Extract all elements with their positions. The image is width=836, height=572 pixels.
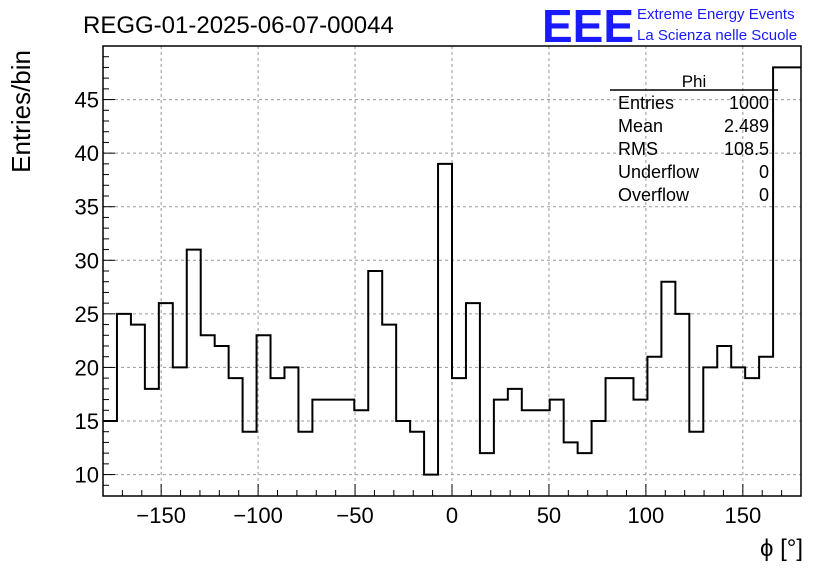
histogram-bin xyxy=(578,453,592,496)
histogram-bin xyxy=(606,378,620,496)
histogram-bin xyxy=(564,442,578,496)
x-tick-label: −150 xyxy=(136,503,186,528)
stats-label: RMS xyxy=(618,139,658,159)
histogram-bin xyxy=(550,400,564,496)
histogram-bin xyxy=(675,314,689,496)
histogram-bin xyxy=(145,389,159,496)
x-axis-label: ϕ [°] xyxy=(760,535,803,562)
histogram-bin xyxy=(215,346,229,496)
stats-value: 2.489 xyxy=(724,116,769,136)
stats-value: 108.5 xyxy=(724,139,769,159)
histogram-bin xyxy=(717,346,731,496)
histogram-bin xyxy=(689,432,703,496)
stats-label: Overflow xyxy=(618,185,690,205)
histogram-bin xyxy=(438,164,452,496)
histogram-bin xyxy=(466,303,480,496)
histogram-bin xyxy=(787,67,801,496)
histogram-bin xyxy=(452,378,466,496)
histogram-bin xyxy=(284,367,298,496)
y-axis-label: Entries/bin xyxy=(6,50,36,173)
histogram-bin xyxy=(620,378,634,496)
histogram-bin xyxy=(243,432,257,496)
y-tick-label: 30 xyxy=(75,248,99,273)
histogram-bin xyxy=(592,421,606,496)
histogram-bin xyxy=(271,378,285,496)
histogram-bin xyxy=(382,325,396,496)
stats-value: 0 xyxy=(759,162,769,182)
histogram-bin xyxy=(103,421,117,496)
stats-label: Underflow xyxy=(618,162,700,182)
stats-box: Phi Entries 1000 Mean 2.489 RMS 108.5 Underflo… xyxy=(610,72,778,205)
histogram-bin xyxy=(494,400,508,496)
y-tick-label: 10 xyxy=(75,463,99,488)
histogram-bin xyxy=(731,367,745,496)
y-tick-label: 20 xyxy=(75,355,99,380)
x-tick-label: −50 xyxy=(336,503,373,528)
x-tick-label: 150 xyxy=(724,503,761,528)
histogram-bin xyxy=(201,335,215,496)
chart-title: REGG-01-2025-06-07-00044 xyxy=(83,12,394,39)
y-tick-label: 45 xyxy=(75,88,99,113)
histogram-bin xyxy=(745,378,759,496)
x-tick-label: 100 xyxy=(628,503,665,528)
y-tick-label: 15 xyxy=(75,409,99,434)
x-tick-label: 50 xyxy=(537,503,561,528)
histogram-bin xyxy=(661,282,675,496)
y-tick-label: 35 xyxy=(75,195,99,220)
histogram-bin xyxy=(522,410,536,496)
histogram-bin xyxy=(298,432,312,496)
histogram-bin xyxy=(354,410,368,496)
histogram xyxy=(103,66,801,496)
histogram-bin xyxy=(773,67,787,496)
histogram-bin xyxy=(257,335,271,496)
x-tick-label: 0 xyxy=(446,503,458,528)
histogram-bin xyxy=(396,421,410,496)
histogram-bin xyxy=(536,410,550,496)
histogram-bin xyxy=(647,357,661,496)
histogram-bin xyxy=(410,432,424,496)
stats-label: Entries xyxy=(618,93,674,113)
histogram-bin xyxy=(131,325,145,496)
histogram-bin xyxy=(229,378,243,496)
histogram-bin xyxy=(117,314,131,496)
stats-label: Mean xyxy=(618,116,663,136)
eee-logo-mark: EEE xyxy=(542,0,634,52)
histogram-outline xyxy=(103,66,801,476)
axes: −150 −100 −50 0 50 100 150 10 15 20 25 30 35 40 45 xyxy=(75,45,802,528)
histogram-bin xyxy=(480,453,494,496)
histogram-bin xyxy=(326,400,340,496)
y-tick-label: 40 xyxy=(75,141,99,166)
histogram-bin xyxy=(759,357,773,496)
eee-logo-line1: Extreme Energy Events xyxy=(637,6,795,23)
histogram-bin xyxy=(703,367,717,496)
histogram-bin xyxy=(187,250,201,496)
eee-logo-line2: La Scienza nelle Scuole xyxy=(637,27,797,44)
x-tick-label: −100 xyxy=(233,503,283,528)
histogram-bin xyxy=(424,475,438,496)
stats-title: Phi xyxy=(682,72,707,91)
histogram-bin xyxy=(633,400,647,496)
histogram-bin xyxy=(312,400,326,496)
histogram-bin xyxy=(368,271,382,496)
histogram-bin xyxy=(173,367,187,496)
histogram-bin xyxy=(159,303,173,496)
eee-logo: EEE Extreme Energy Events La Scienza nel… xyxy=(542,0,797,52)
histogram-bin xyxy=(508,389,522,496)
y-tick-label: 25 xyxy=(75,302,99,327)
histogram-bin xyxy=(340,400,354,496)
stats-value: 1000 xyxy=(729,93,769,113)
stats-value: 0 xyxy=(759,185,769,205)
